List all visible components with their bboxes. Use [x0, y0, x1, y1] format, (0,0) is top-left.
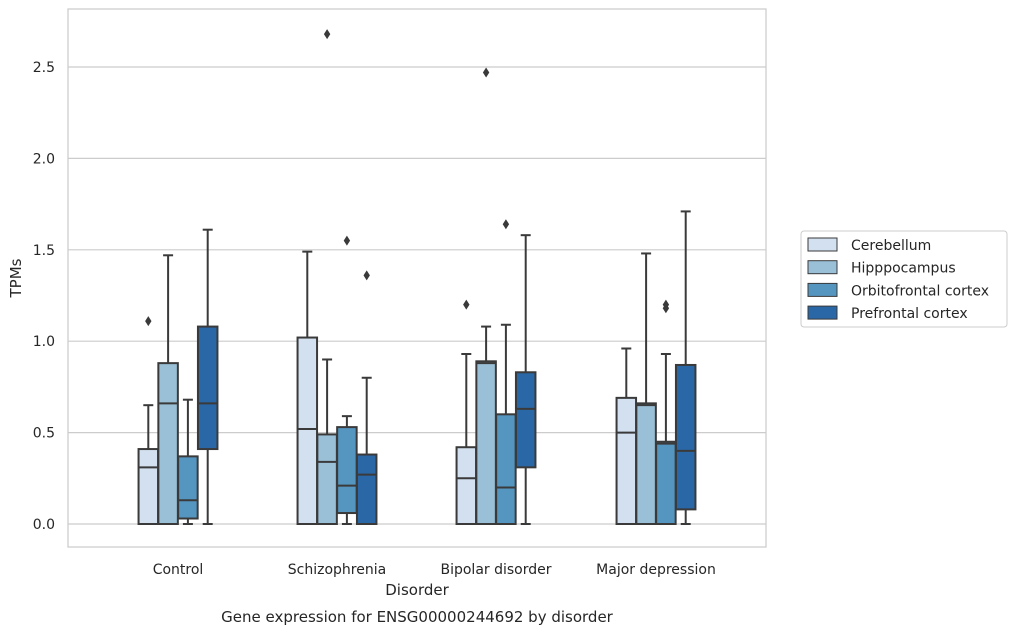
- legend-swatch: [807, 237, 838, 252]
- y-tick-label: 1.0: [33, 334, 55, 350]
- x-tick-label: Bipolar disorder: [440, 562, 551, 578]
- outlier-point: [463, 299, 470, 310]
- box-1-3: [635, 252, 657, 525]
- box-iqr: [137, 448, 160, 525]
- legend-frame: [800, 230, 1008, 328]
- outlier-point: [662, 299, 670, 310]
- box-iqr: [455, 446, 478, 525]
- box-1-2: [475, 67, 497, 526]
- box-3-1: [355, 270, 378, 526]
- box-2-1: [336, 235, 358, 525]
- legend-label: Orbitofrontal cortex: [851, 283, 989, 299]
- box-iqr: [495, 413, 517, 526]
- box-iqr: [177, 455, 199, 520]
- legend-swatch: [807, 260, 838, 275]
- x-tick-label: Major depression: [596, 562, 716, 578]
- x-axis-label: Disorder: [385, 581, 449, 599]
- y-tick-label: 2.0: [33, 151, 55, 167]
- box-iqr: [615, 396, 638, 526]
- y-tick-label: 2.5: [33, 60, 55, 76]
- y-tick-label: 1.5: [33, 243, 55, 259]
- x-axis-ticks: Control Schizophrenia Bipolar disorder Majo…: [153, 562, 716, 578]
- y-axis-ticks: 0.0 0.5 1.0 1.5 2.0 2.5: [33, 60, 55, 533]
- box-0-1: [296, 250, 319, 525]
- box-3-2: [514, 234, 537, 525]
- box-2-2: [495, 219, 517, 526]
- outlier-point: [502, 219, 510, 230]
- box-0-3: [615, 347, 638, 526]
- box-3-0: [196, 228, 219, 525]
- box-iqr: [316, 433, 338, 526]
- outlier-point: [323, 29, 331, 40]
- box-groups: [137, 29, 697, 526]
- box-iqr: [355, 453, 378, 526]
- outlier-point: [363, 270, 370, 281]
- legend: Cerebellum Hipppocampus Orbitofrontal cort…: [800, 230, 1008, 328]
- box-iqr: [296, 336, 319, 525]
- box-3-3: [674, 210, 697, 525]
- box-1-1: [316, 29, 338, 526]
- legend-label: Cerebellum: [851, 238, 931, 254]
- y-axis-label: TPMs: [7, 258, 25, 298]
- box-iqr: [674, 363, 697, 511]
- outlier-point: [482, 67, 490, 78]
- y-tick-label: 0.0: [33, 517, 55, 533]
- chart-title: Gene expression for ENSG00000244692 by d…: [221, 608, 614, 626]
- legend-label: Prefrontal cortex: [851, 306, 968, 322]
- box-iqr: [157, 362, 179, 525]
- y-tick-label: 0.5: [33, 426, 55, 442]
- box-0-0: [137, 316, 160, 525]
- box-iqr: [196, 325, 219, 451]
- legend-swatch: [807, 282, 838, 297]
- plot-area-frame: [67, 8, 767, 548]
- box-iqr: [655, 440, 677, 525]
- box-1-0: [157, 254, 179, 525]
- legend-swatch: [807, 305, 838, 320]
- box-2-3: [655, 299, 677, 525]
- outlier-point: [145, 316, 152, 327]
- box-iqr: [514, 371, 537, 469]
- box-iqr: [336, 426, 358, 515]
- box-iqr: [635, 402, 657, 525]
- box-2-0: [177, 398, 199, 525]
- box-iqr: [475, 360, 497, 526]
- outlier-point: [343, 235, 351, 246]
- box-0-2: [455, 299, 478, 525]
- legend-label: Hipppocampus: [851, 261, 956, 277]
- x-tick-label: Schizophrenia: [288, 562, 386, 578]
- x-tick-label: Control: [153, 562, 204, 578]
